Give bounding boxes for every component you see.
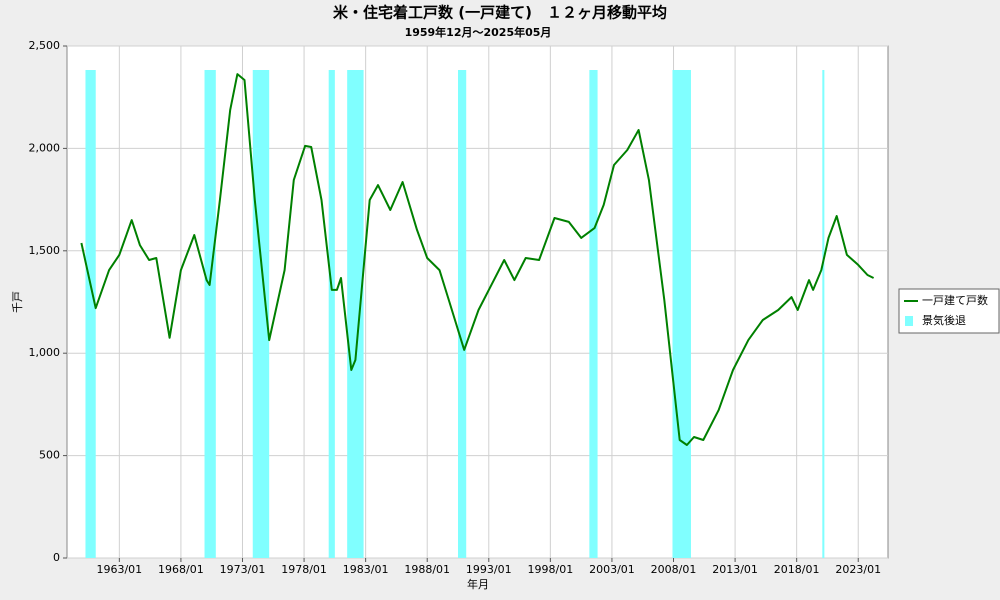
- legend-swatch: [905, 316, 913, 326]
- recession-band: [822, 70, 825, 558]
- x-tick-label: 1988/01: [404, 563, 450, 576]
- y-axis-label: 千戸: [11, 291, 24, 313]
- y-tick-label: 0: [53, 551, 60, 564]
- y-tick-label: 1,000: [29, 346, 61, 359]
- data-line: [80, 73, 875, 446]
- recession-band: [458, 70, 467, 558]
- recession-band: [589, 70, 598, 558]
- recession-band: [347, 70, 364, 558]
- x-tick-label: 2013/01: [712, 563, 758, 576]
- chart-subtitle: 1959年12月～2025年05月: [405, 25, 552, 39]
- x-tick-label: 1983/01: [343, 563, 389, 576]
- recession-band: [328, 70, 335, 558]
- x-tick-label: 1963/01: [96, 563, 142, 576]
- x-tick-label: 1993/01: [466, 563, 512, 576]
- plot-area: [66, 45, 889, 559]
- y-tick-label: 2,000: [29, 141, 61, 154]
- x-tick-label: 2008/01: [651, 563, 697, 576]
- x-tick-label: 1973/01: [220, 563, 266, 576]
- y-tick-label: 1,500: [29, 244, 61, 257]
- x-tick-label: 2003/01: [589, 563, 635, 576]
- recession-band: [85, 70, 96, 558]
- x-axis-label: 年月: [467, 577, 489, 591]
- y-tick-label: 2,500: [29, 39, 61, 52]
- x-tick-label: 2023/01: [835, 563, 881, 576]
- legend-box: [898, 288, 1000, 334]
- recession-band: [252, 70, 270, 558]
- x-tick-label: 2018/01: [774, 563, 820, 576]
- chart-title: 米・住宅着工戸数 (一戸建て) １２ヶ月移動平均: [333, 4, 667, 22]
- x-tick-label: 1978/01: [281, 563, 327, 576]
- legend-label: 一戸建て戸数: [922, 293, 988, 307]
- x-tick-label: 1998/01: [528, 563, 574, 576]
- recession-band: [204, 70, 216, 558]
- recession-band: [672, 70, 691, 558]
- x-tick-label: 1968/01: [158, 563, 204, 576]
- legend-label: 景気後退: [922, 313, 966, 327]
- y-tick-label: 500: [39, 449, 60, 462]
